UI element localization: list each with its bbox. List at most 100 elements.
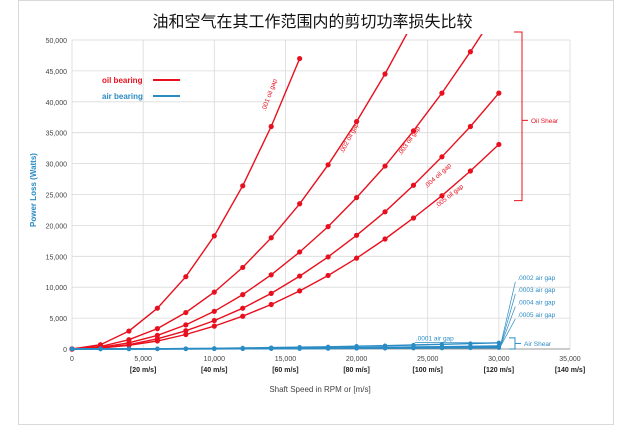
data-point (353, 232, 360, 238)
data-point (325, 224, 331, 230)
data-point (297, 288, 303, 294)
x-axis-label: Shaft Speed in RPM or [m/s] (269, 385, 370, 394)
data-point (411, 346, 416, 351)
data-point (496, 90, 502, 96)
chart-title: 油和空气在其工作范围内的剪切功率损失比较 (152, 12, 473, 31)
series-label: .005 oil gap (434, 183, 465, 209)
data-point (297, 249, 303, 255)
data-point (297, 273, 303, 279)
series-line (71, 34, 483, 350)
data-point (69, 346, 75, 352)
data-point (240, 183, 246, 189)
y-tick-label: 0 (63, 347, 67, 354)
gridlines (71, 39, 571, 350)
data-point (496, 345, 502, 350)
x-tick-label: 30,000 (488, 356, 510, 363)
data-point (439, 90, 445, 96)
leader-line (500, 318, 516, 346)
data-point (382, 346, 388, 351)
series-line (71, 92, 500, 350)
x-tick-label: 5,000 (134, 356, 152, 363)
series-0005-air-gap (69, 345, 502, 352)
data-point (325, 254, 331, 260)
data-point (439, 345, 445, 351)
data-point (268, 272, 274, 278)
series-label: .001 oil gap (261, 78, 279, 112)
y-tick-label: 45,000 (46, 69, 68, 76)
data-point (439, 154, 445, 160)
y-tick-label: 5,000 (49, 316, 67, 323)
data-point (353, 118, 360, 125)
data-point (382, 71, 388, 77)
data-point (468, 345, 473, 351)
data-point (382, 236, 388, 242)
x-tick-label: 25,000 (417, 356, 439, 363)
data-point (211, 233, 217, 239)
y-tick-label: 20,000 (46, 223, 68, 230)
data-point (240, 305, 246, 311)
data-point (240, 292, 246, 298)
data-point (240, 264, 246, 271)
x-tick-label: 0 (70, 356, 74, 363)
series-label: .0001 air gap (416, 335, 454, 342)
leader-line (500, 306, 516, 346)
data-point (467, 123, 473, 130)
data-point (325, 346, 331, 351)
data-point (269, 346, 274, 351)
data-point (154, 305, 160, 311)
air-shear-bracket (509, 337, 516, 350)
speed-label: [140 m/s] (555, 367, 585, 374)
y-tick-label: 10,000 (46, 285, 68, 292)
axes: 0 5,000 10,000 15,000 20,000 25,000 30,000 35,0… (46, 38, 586, 374)
y-tick-label: 40,000 (46, 100, 68, 107)
data-point (183, 322, 189, 328)
data-point (268, 123, 274, 130)
x-tick-label: 15,000 (275, 356, 297, 363)
data-point (98, 346, 103, 352)
data-point (297, 201, 303, 207)
legend-item-label: oil bearing (102, 76, 143, 85)
speed-label: [40 m/s] (201, 367, 227, 374)
data-point (353, 255, 360, 261)
data-point (410, 182, 417, 188)
data-point (353, 194, 360, 201)
data-point (382, 163, 388, 169)
data-point (467, 49, 473, 55)
data-point (211, 308, 217, 314)
oil-shear-bracket (514, 31, 523, 202)
data-point (297, 346, 302, 351)
data-point (154, 338, 160, 344)
legend-item-label: air bearing (102, 92, 143, 101)
series-line (71, 143, 500, 350)
data-point (183, 309, 189, 316)
air-shear-label: Air Shear (524, 341, 552, 348)
series-group (69, 34, 502, 352)
data-point (211, 289, 217, 295)
data-point (183, 346, 189, 352)
speed-label: [20 m/s] (130, 367, 156, 374)
data-point (268, 235, 274, 241)
data-point (410, 128, 417, 134)
y-tick-label: 30,000 (46, 162, 68, 169)
data-point (183, 328, 189, 334)
data-point (382, 209, 388, 215)
data-point (410, 215, 417, 221)
legend: oil bearing air bearing (102, 76, 180, 101)
y-tick-label: 50,000 (46, 38, 68, 45)
leader-line (500, 281, 516, 344)
speed-label: [100 m/s] (413, 367, 443, 374)
series-label: .0003 air gap (517, 287, 555, 294)
data-point (183, 331, 189, 338)
speed-label: [80 m/s] (343, 367, 369, 374)
speed-label: [60 m/s] (272, 367, 298, 374)
data-point (212, 346, 217, 352)
series-label: .002 oil gap (339, 121, 361, 154)
leader-line (500, 294, 516, 346)
data-point (297, 55, 303, 62)
data-point (126, 342, 132, 348)
data-point (467, 168, 473, 174)
x-tick-label: 10,000 (204, 356, 226, 363)
oil-shear-label: Oil Shear (531, 118, 559, 125)
